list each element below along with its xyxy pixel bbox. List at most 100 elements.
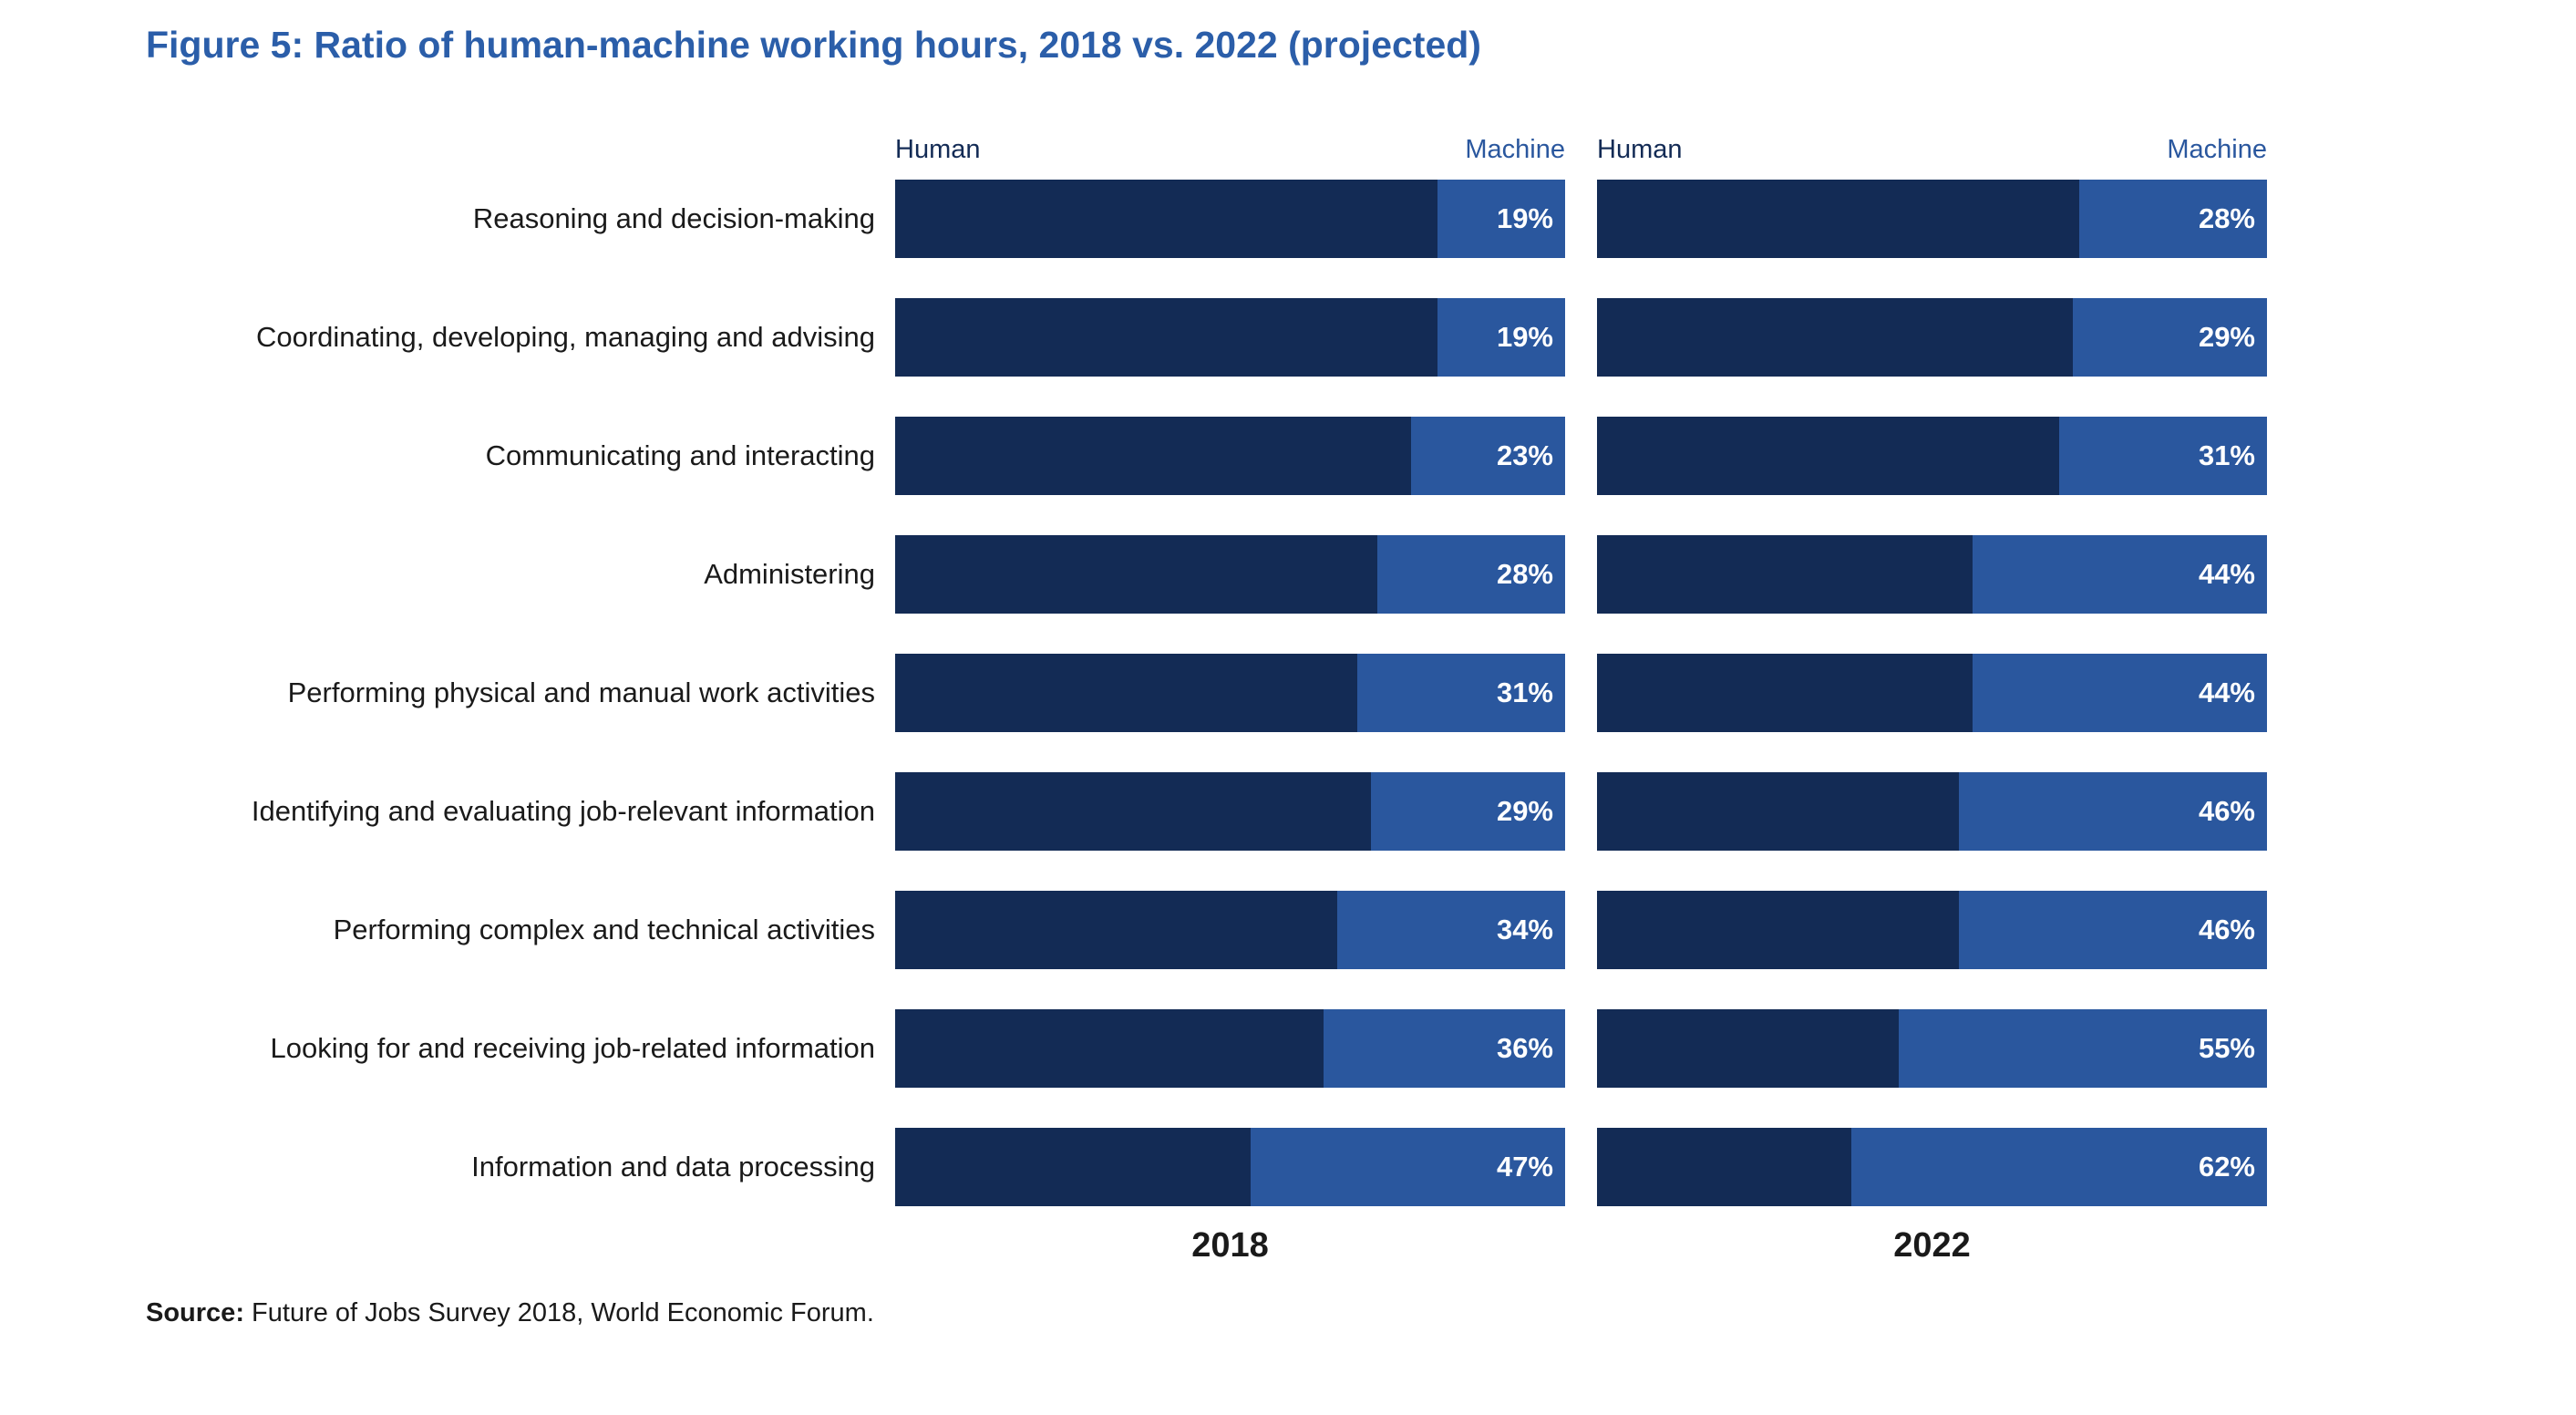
stacked-bar-2018: 47% xyxy=(895,1128,1565,1206)
machine-value-label: 46% xyxy=(2198,914,2255,945)
legend-human-2022: Human xyxy=(1597,135,1683,164)
machine-segment: 62% xyxy=(1851,1128,2267,1206)
stacked-bar-2018: 19% xyxy=(895,180,1565,258)
category-row: Looking for and receiving job-related in… xyxy=(0,1009,2267,1088)
panel-legend-2022: Human Machine xyxy=(1597,135,2267,164)
category-label: Information and data processing xyxy=(471,1151,875,1183)
machine-segment: 29% xyxy=(2072,298,2267,377)
category-row: Performing complex and technical activit… xyxy=(0,891,2267,969)
legend-row: Human Machine Human Machine xyxy=(0,135,2267,164)
category-label: Coordinating, developing, managing and a… xyxy=(255,321,875,354)
machine-segment: 46% xyxy=(1958,891,2267,969)
legend-machine-2018: Machine xyxy=(1465,135,1565,164)
machine-value-label: 44% xyxy=(2198,558,2255,590)
machine-segment: 28% xyxy=(2079,180,2267,258)
source-label: Source: xyxy=(146,1298,244,1327)
machine-value-label: 29% xyxy=(2198,321,2255,353)
machine-segment: 31% xyxy=(1357,654,1565,732)
machine-segment: 36% xyxy=(1324,1009,1565,1088)
panel-gap xyxy=(1565,417,1597,495)
panel-gap xyxy=(1565,1128,1597,1206)
category-row: Information and data processing 47% 62% xyxy=(0,1128,2267,1206)
category-label: Reasoning and decision-making xyxy=(472,202,875,235)
panel-gap xyxy=(1565,135,1597,164)
axis-year-2018: 2018 xyxy=(1191,1226,1269,1265)
machine-segment: 55% xyxy=(1898,1009,2267,1088)
category-label: Performing complex and technical activit… xyxy=(333,914,875,946)
machine-value-label: 28% xyxy=(1496,558,1553,590)
legend-machine-2022: Machine xyxy=(2167,135,2267,164)
category-label: Identifying and evaluating job-relevant … xyxy=(251,795,875,828)
stacked-bar-2022: 62% xyxy=(1597,1128,2267,1206)
machine-segment: 19% xyxy=(1437,180,1565,258)
machine-value-label: 36% xyxy=(1496,1032,1553,1064)
panel-gap xyxy=(1565,654,1597,732)
machine-segment: 28% xyxy=(1377,535,1565,614)
panel-gap xyxy=(1565,891,1597,969)
category-label: Performing physical and manual work acti… xyxy=(287,677,875,709)
figure-title: Figure 5: Ratio of human-machine working… xyxy=(146,24,1481,66)
machine-segment: 19% xyxy=(1437,298,1565,377)
bar-rows: Reasoning and decision-making 19% 28% Coord… xyxy=(0,180,2267,1206)
stacked-bar-2018: 34% xyxy=(895,891,1565,969)
machine-segment: 44% xyxy=(1972,535,2267,614)
machine-value-label: 44% xyxy=(2198,677,2255,708)
machine-value-label: 62% xyxy=(2198,1151,2255,1183)
stacked-bar-2022: 29% xyxy=(1597,298,2267,377)
panel-gap xyxy=(1565,180,1597,258)
machine-value-label: 34% xyxy=(1496,914,1553,945)
panel-gap xyxy=(1565,535,1597,614)
machine-value-label: 28% xyxy=(2198,202,2255,234)
machine-value-label: 19% xyxy=(1496,202,1553,234)
machine-value-label: 55% xyxy=(2198,1032,2255,1064)
source-note: Source: Future of Jobs Survey 2018, Worl… xyxy=(146,1298,874,1328)
panel-gap xyxy=(1565,298,1597,377)
machine-value-label: 23% xyxy=(1496,439,1553,471)
stacked-bar-2022: 46% xyxy=(1597,891,2267,969)
legend-human-2018: Human xyxy=(895,135,981,164)
category-row: Administering 28% 44% xyxy=(0,535,2267,614)
category-row: Reasoning and decision-making 19% 28% xyxy=(0,180,2267,258)
legend-spacer xyxy=(0,135,895,164)
axis-spacer xyxy=(0,1226,895,1265)
stacked-bar-2022: 31% xyxy=(1597,417,2267,495)
stacked-bar-2022: 46% xyxy=(1597,772,2267,851)
category-label: Administering xyxy=(704,558,875,591)
machine-segment: 44% xyxy=(1972,654,2267,732)
panel-legend-2018: Human Machine xyxy=(895,135,1565,164)
stacked-bar-2022: 55% xyxy=(1597,1009,2267,1088)
stacked-bar-2022: 44% xyxy=(1597,654,2267,732)
chart: Human Machine Human Machine Reasoning an… xyxy=(0,135,2267,1265)
machine-segment: 23% xyxy=(1410,417,1565,495)
stacked-bar-2018: 23% xyxy=(895,417,1565,495)
stacked-bar-2018: 28% xyxy=(895,535,1565,614)
source-text: Future of Jobs Survey 2018, World Econom… xyxy=(243,1298,874,1327)
category-label: Communicating and interacting xyxy=(485,439,875,472)
stacked-bar-2018: 19% xyxy=(895,298,1565,377)
stacked-bar-2022: 28% xyxy=(1597,180,2267,258)
machine-value-label: 29% xyxy=(1496,795,1553,827)
machine-segment: 46% xyxy=(1958,772,2267,851)
machine-value-label: 47% xyxy=(1496,1151,1553,1183)
category-row: Coordinating, developing, managing and a… xyxy=(0,298,2267,377)
category-row: Performing physical and manual work acti… xyxy=(0,654,2267,732)
machine-segment: 29% xyxy=(1370,772,1565,851)
stacked-bar-2018: 36% xyxy=(895,1009,1565,1088)
machine-segment: 34% xyxy=(1337,891,1565,969)
panel-gap xyxy=(1565,772,1597,851)
machine-segment: 47% xyxy=(1250,1128,1565,1206)
category-label: Looking for and receiving job-related in… xyxy=(270,1032,875,1065)
category-row: Identifying and evaluating job-relevant … xyxy=(0,772,2267,851)
stacked-bar-2018: 29% xyxy=(895,772,1565,851)
stacked-bar-2022: 44% xyxy=(1597,535,2267,614)
machine-value-label: 31% xyxy=(1496,677,1553,708)
panel-gap xyxy=(1565,1009,1597,1088)
panel-gap xyxy=(1565,1226,1597,1265)
machine-segment: 31% xyxy=(2059,417,2267,495)
axis-year-2022: 2022 xyxy=(1893,1226,1971,1265)
machine-value-label: 31% xyxy=(2198,439,2255,471)
machine-value-label: 19% xyxy=(1496,321,1553,353)
category-row: Communicating and interacting 23% 31% xyxy=(0,417,2267,495)
axis-year-row: 2018 2022 xyxy=(0,1226,2267,1265)
